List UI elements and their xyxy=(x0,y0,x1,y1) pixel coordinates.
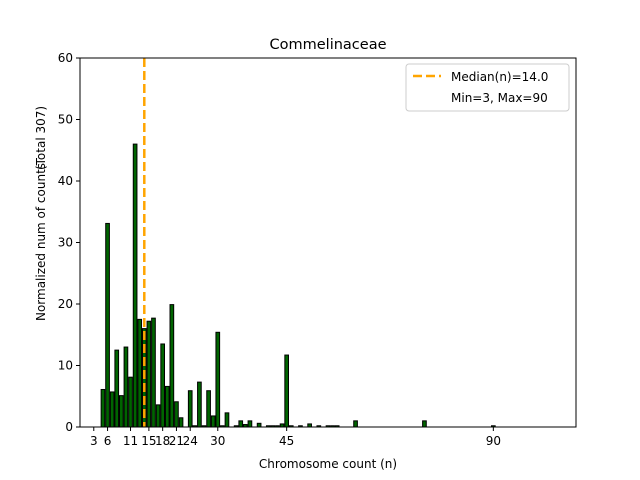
y-tick-label: 10 xyxy=(58,359,73,373)
x-tick-label: 30 xyxy=(210,434,225,448)
bar-n-75 xyxy=(422,420,427,428)
bar-n-5 xyxy=(100,388,106,428)
x-tick-label: 21 xyxy=(169,434,184,448)
bar-n-18 xyxy=(160,343,166,428)
bar-n-24 xyxy=(187,390,193,428)
bars xyxy=(100,143,496,428)
y-tick-label: 0 xyxy=(65,420,73,434)
bar-n-39 xyxy=(256,422,262,428)
y-tick-label: 60 xyxy=(58,51,73,65)
x-tick-label: 45 xyxy=(279,434,294,448)
x-tick-label: 18 xyxy=(155,434,170,448)
y-tick-label: 40 xyxy=(58,174,73,188)
bar-n-29 xyxy=(210,415,216,428)
legend-minmax-label: Min=3, Max=90 xyxy=(451,91,548,105)
bar-n-26 xyxy=(197,381,202,428)
bar-n-6 xyxy=(105,222,110,428)
plot-frame xyxy=(79,57,577,428)
y-axis-ticks: 0 10 20 30 40 50 60 xyxy=(58,51,80,434)
legend-box xyxy=(405,63,570,112)
legend-median-label: Median(n)=14.0 xyxy=(451,70,548,84)
chart-title: Commelinaceae xyxy=(270,37,387,53)
x-axis-label: Chromosome count (n) xyxy=(259,457,397,471)
bar-n-45 xyxy=(284,354,290,428)
bar-n-15 xyxy=(146,320,152,428)
y-tick-label: 50 xyxy=(58,113,73,127)
bar-n-60 xyxy=(353,420,358,428)
bar-n-20 xyxy=(169,304,175,428)
y-tick-label: 20 xyxy=(58,297,73,311)
y-axis-label: Normalized num of counts xyxy=(34,163,48,321)
x-tick-label: 15 xyxy=(141,434,156,448)
bar-n-13 xyxy=(137,318,143,428)
x-tick-label: 24 xyxy=(183,434,198,448)
x-tick-label: 90 xyxy=(486,434,501,448)
y-axis-label-total: (Total 307) xyxy=(34,106,48,170)
x-tick-label: 6 xyxy=(104,434,112,448)
bar-n-28 xyxy=(206,390,211,428)
bar-n-30 xyxy=(215,331,221,428)
bar-n-8 xyxy=(114,349,120,428)
bar-n-16 xyxy=(151,317,156,428)
bar-n-10 xyxy=(123,346,129,428)
bar-n-11 xyxy=(128,376,133,428)
bar-n-19 xyxy=(164,385,170,428)
bar-n-35 xyxy=(238,420,244,428)
x-tick-label: 3 xyxy=(90,434,98,448)
x-tick-label: 11 xyxy=(123,434,138,448)
y-tick-label: 30 xyxy=(58,236,73,250)
bar-n-17 xyxy=(155,404,161,428)
bar-n-37 xyxy=(247,420,253,428)
bar-n-22 xyxy=(178,417,184,428)
bar-n-21 xyxy=(174,401,179,428)
bar-n-12 xyxy=(132,143,138,428)
bar-n-7 xyxy=(109,391,115,428)
legend: Median(n)=14.0 Min=3, Max=90 xyxy=(405,63,570,112)
bar-n-9 xyxy=(118,395,124,428)
bar-n-32 xyxy=(224,412,230,428)
